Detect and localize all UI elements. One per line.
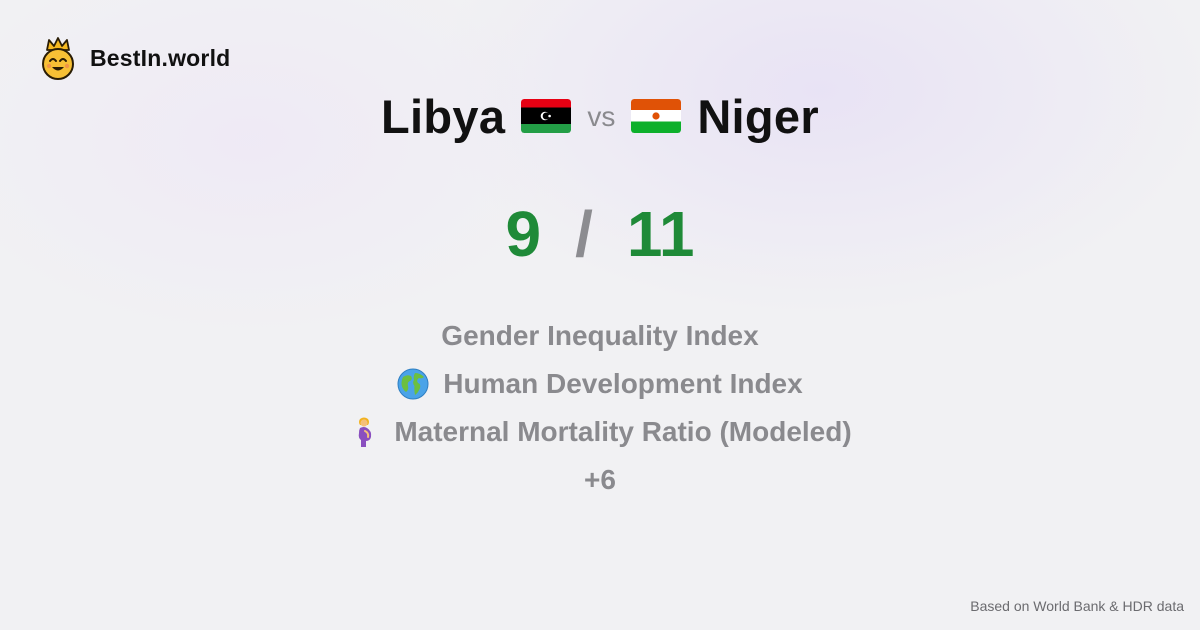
metric-item: Human Development Index — [397, 360, 803, 408]
left-score: 9 — [505, 198, 542, 270]
brand-name: BestIn.world — [90, 44, 231, 71]
metric-label: Gender Inequality Index — [441, 320, 759, 351]
metrics-list: Gender Inequality Index Human Developmen… — [0, 312, 1200, 504]
niger-flag-icon — [631, 99, 682, 133]
score-summary: 9 / 11 — [0, 194, 1200, 274]
metric-label: Human Development Index — [443, 368, 803, 399]
pregnant-woman-icon — [359, 417, 372, 447]
right-country-name: Niger — [697, 89, 819, 143]
score-separator: / — [575, 198, 593, 270]
metric-item: Maternal Mortality Ratio (Modeled) — [348, 408, 852, 456]
right-score: 11 — [626, 198, 695, 270]
comparison-title: Libya vs Niger — [0, 84, 1200, 148]
globe-icon — [397, 368, 429, 400]
vs-label: vs — [587, 101, 616, 132]
left-country-name: Libya — [381, 89, 506, 143]
metric-label: Maternal Mortality Ratio (Modeled) — [394, 416, 852, 447]
crown-smiley-icon — [42, 37, 74, 80]
more-metrics-count: +6 — [584, 464, 616, 495]
libya-flag-icon — [521, 99, 572, 133]
data-source-note: Based on World Bank & HDR data — [970, 598, 1184, 614]
brand[interactable]: BestIn.world — [38, 36, 230, 80]
metric-item: Gender Inequality Index — [441, 312, 758, 360]
